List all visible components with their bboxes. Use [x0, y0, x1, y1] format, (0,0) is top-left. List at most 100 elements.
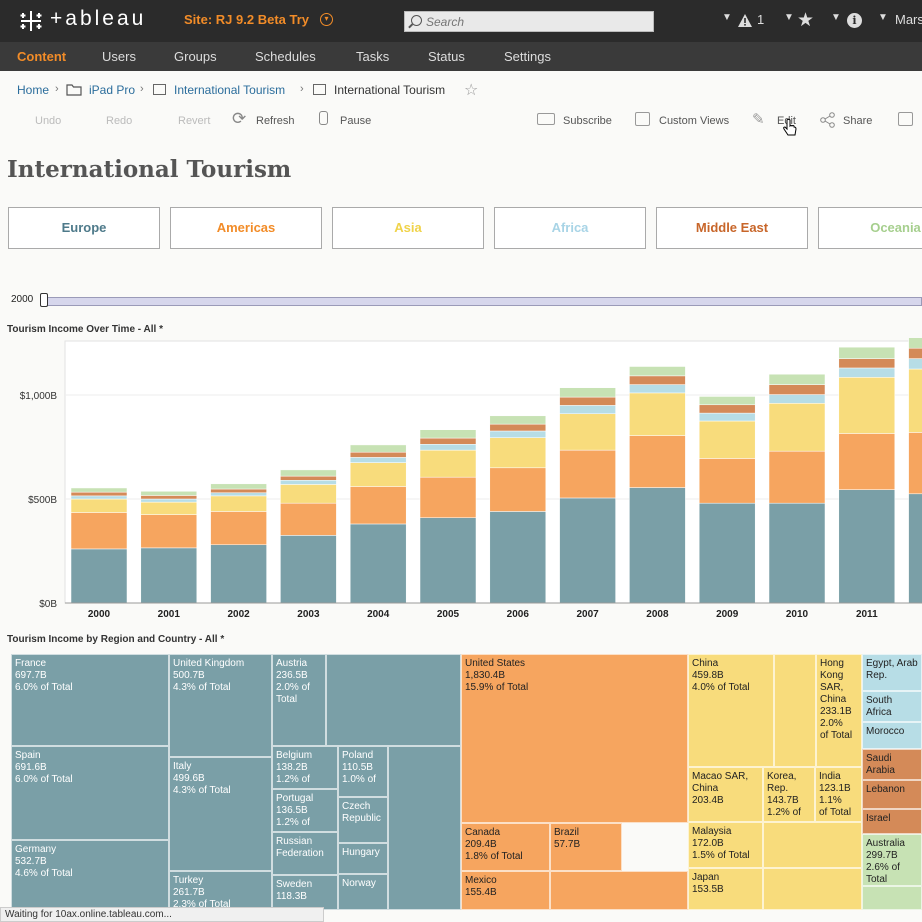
bar-segment-europe-2004[interactable] [349, 523, 407, 604]
bar-segment-africa-2008[interactable] [629, 384, 686, 394]
bar-segment-africa-2001[interactable] [140, 498, 198, 503]
bar-segment-oceania-2006[interactable] [489, 415, 547, 425]
bar-segment-americas-2005[interactable] [419, 476, 477, 518]
bar-segment-africa-2000[interactable] [70, 495, 128, 500]
bar-segment-europe-2006[interactable] [489, 511, 547, 604]
treemap-tile[interactable]: Austria 236.5B 2.0% of Total [272, 654, 326, 746]
bar-segment-oceania-2007[interactable] [559, 387, 616, 398]
breadcrumb-project[interactable]: iPad Pro [89, 83, 136, 97]
bar-segment-asia-2005[interactable] [419, 449, 477, 478]
bar-segment-asia-2004[interactable] [349, 462, 407, 487]
bar-segment-oceania-2004[interactable] [349, 444, 407, 453]
bar-segment-africa-2007[interactable] [559, 405, 616, 414]
alert-icon[interactable] [737, 13, 753, 28]
nav-users[interactable]: Users [102, 49, 136, 64]
user-menu[interactable]: Mars [895, 12, 922, 27]
treemap-tile[interactable]: Canada 209.4B 1.8% of Total [461, 823, 550, 871]
bar-segment-oceania-2008[interactable] [629, 366, 686, 377]
bar-segment-oceania-2002[interactable] [210, 483, 267, 490]
bar-segment-asia-2001[interactable] [140, 501, 198, 515]
bar-segment-middle-east-2005[interactable] [419, 437, 477, 445]
bar-segment-oceania-2001[interactable] [140, 491, 198, 496]
treemap-tile[interactable]: Germany 532.7B 4.6% of Total [11, 840, 169, 910]
bar-segment-europe-2001[interactable] [140, 547, 198, 604]
bar-segment-africa-2012[interactable] [908, 358, 922, 370]
search-box[interactable] [404, 11, 654, 32]
bar-segment-americas-2006[interactable] [489, 467, 547, 512]
breadcrumb-home[interactable]: Home [17, 83, 50, 97]
treemap-tile[interactable] [388, 746, 461, 910]
bar-segment-oceania-2011[interactable] [838, 346, 896, 359]
treemap-tile[interactable]: Saudi Arabia [862, 749, 922, 780]
bar-segment-americas-2011[interactable] [838, 433, 896, 490]
bar-segment-africa-2003[interactable] [280, 480, 337, 485]
treemap-tile[interactable]: Norway [338, 874, 388, 910]
nav-content[interactable]: Content [17, 49, 67, 64]
share-icon[interactable] [820, 112, 835, 128]
bar-segment-americas-2009[interactable] [698, 458, 756, 504]
tourism-income-bar-chart[interactable]: $0B $500B $1,000B 2000 2001 2002 2003 2004 2005 2… [0, 338, 922, 620]
treemap-tile[interactable]: Morocco [862, 722, 922, 749]
treemap-tile[interactable]: Mexico 155.4B [461, 871, 550, 910]
bar-segment-africa-2009[interactable] [698, 412, 756, 422]
bar-segment-americas-2004[interactable] [349, 486, 407, 525]
undo-button[interactable]: Undo [35, 115, 62, 127]
site-selector[interactable]: Site: RJ 9.2 Beta Try [184, 12, 309, 27]
refresh-icon[interactable]: ⟳ [232, 109, 247, 128]
bar-segment-africa-2011[interactable] [838, 367, 896, 378]
bar-segment-africa-2005[interactable] [419, 444, 477, 451]
treemap-tile[interactable]: Belgium 138.2B 1.2% of [272, 746, 338, 789]
bar-segment-asia-2008[interactable] [629, 392, 686, 436]
bar-segment-americas-2010[interactable] [768, 450, 826, 504]
pause-button[interactable]: Pause [340, 115, 372, 127]
revert-button[interactable]: Revert [178, 115, 211, 127]
bar-segment-europe-2012[interactable] [908, 493, 922, 604]
nav-schedules[interactable]: Schedules [255, 49, 316, 64]
download-icon[interactable] [898, 112, 913, 126]
bar-segment-africa-2004[interactable] [349, 457, 407, 463]
info-icon[interactable]: i [847, 13, 862, 28]
chevron-down-icon[interactable]: ▾ [320, 13, 333, 26]
bar-segment-asia-2009[interactable] [698, 420, 756, 459]
bar-segment-middle-east-2011[interactable] [838, 358, 896, 369]
bar-segment-middle-east-2008[interactable] [629, 375, 686, 385]
bar-segment-middle-east-2001[interactable] [140, 495, 198, 500]
bar-segment-europe-2007[interactable] [559, 497, 616, 604]
search-input[interactable] [426, 13, 646, 30]
treemap-tile[interactable]: Lebanon [862, 780, 922, 809]
subscribe-icon[interactable] [537, 113, 555, 125]
bar-segment-europe-2009[interactable] [698, 502, 756, 604]
bar-segment-asia-2000[interactable] [70, 498, 128, 513]
custom-views-button[interactable]: Custom Views [659, 115, 730, 127]
region-button-africa[interactable]: Africa [494, 207, 646, 249]
treemap-tile[interactable]: Italy 499.6B 4.3% of Total [169, 757, 272, 871]
redo-button[interactable]: Redo [106, 115, 133, 127]
treemap-tile[interactable]: Sweden 118.3B [272, 875, 338, 910]
breadcrumb-workbook[interactable]: International Tourism [174, 83, 286, 97]
refresh-button[interactable]: Refresh [256, 115, 295, 127]
treemap-tile[interactable]: Russian Federation [272, 832, 338, 875]
chevron-down-icon[interactable]: ▼ [722, 12, 732, 23]
bar-segment-oceania-2010[interactable] [768, 373, 826, 385]
treemap-tile[interactable]: Portugal 136.5B 1.2% of [272, 789, 338, 832]
treemap-tile[interactable]: Turkey 261.7B 2.3% of Total [169, 871, 272, 910]
tableau-logo-icon[interactable] [18, 8, 44, 34]
bar-segment-americas-2007[interactable] [559, 449, 616, 499]
bar-segment-middle-east-2004[interactable] [349, 451, 407, 458]
chevron-down-icon[interactable]: ▼ [784, 12, 794, 23]
bar-segment-americas-2000[interactable] [70, 512, 128, 550]
chevron-down-icon[interactable]: ▼ [831, 12, 841, 23]
treemap-tile[interactable]: Brazil 57.7B [550, 823, 622, 871]
share-button[interactable]: Share [843, 115, 873, 127]
treemap-tile[interactable]: Poland 110.5B 1.0% of [338, 746, 388, 797]
treemap-tile[interactable]: Macao SAR, China 203.4B [688, 767, 763, 822]
pause-icon[interactable] [319, 111, 328, 125]
bar-segment-oceania-2003[interactable] [280, 469, 337, 477]
nav-groups[interactable]: Groups [174, 49, 217, 64]
treemap-tile[interactable]: Czech Republic [338, 797, 388, 843]
bar-segment-middle-east-2012[interactable] [908, 347, 922, 359]
treemap-tile[interactable]: India 123.1B 1.1% of Total [815, 767, 862, 822]
bar-segment-asia-2007[interactable] [559, 413, 616, 451]
bar-segment-africa-2006[interactable] [489, 430, 547, 438]
bar-segment-middle-east-2009[interactable] [698, 404, 756, 414]
